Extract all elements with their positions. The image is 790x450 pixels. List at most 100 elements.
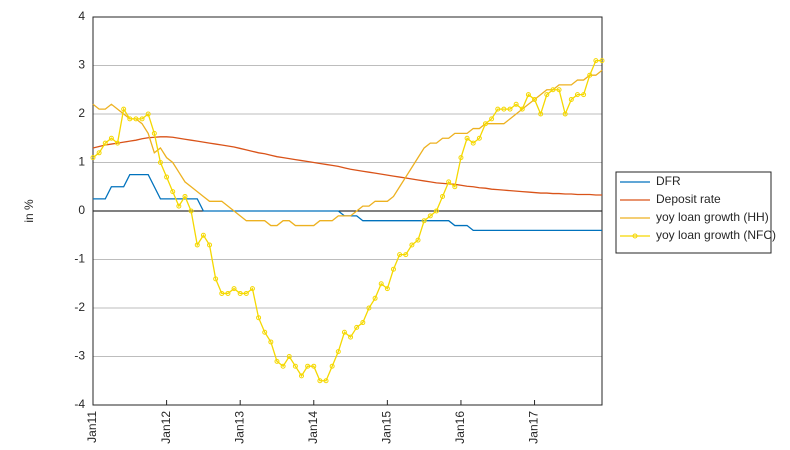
point xyxy=(372,295,378,301)
point xyxy=(433,208,439,214)
point xyxy=(311,363,317,369)
x-tick-label: Jan11 xyxy=(85,411,99,443)
y-tick-label: 3 xyxy=(78,58,85,72)
y-tick-label: 4 xyxy=(78,9,85,23)
point xyxy=(317,378,323,384)
point xyxy=(489,116,495,122)
point xyxy=(280,363,286,369)
point xyxy=(568,96,574,102)
point xyxy=(274,358,280,364)
point xyxy=(133,116,139,122)
point xyxy=(464,135,470,141)
point xyxy=(305,363,311,369)
legend-label: yoy loan growth (NFC) xyxy=(656,228,776,242)
legend-label: DFR xyxy=(656,174,681,188)
point xyxy=(268,339,274,345)
point xyxy=(286,354,292,359)
legend-box xyxy=(615,171,772,254)
point xyxy=(409,242,415,248)
point xyxy=(164,174,170,180)
point xyxy=(593,58,599,64)
point xyxy=(157,160,163,165)
x-tick-label: Jan14 xyxy=(306,411,320,444)
point xyxy=(243,290,249,296)
point xyxy=(213,276,219,282)
point xyxy=(446,179,452,185)
point xyxy=(139,116,145,122)
point xyxy=(182,193,188,199)
point xyxy=(176,203,182,209)
point xyxy=(200,232,206,238)
point xyxy=(292,363,298,369)
point xyxy=(384,286,390,292)
series-line xyxy=(92,60,602,382)
point xyxy=(415,237,421,243)
point xyxy=(562,111,568,117)
point xyxy=(219,290,225,296)
y-tick-label: -2 xyxy=(74,300,85,314)
point xyxy=(532,96,538,102)
point xyxy=(587,72,593,78)
point xyxy=(427,213,433,219)
point xyxy=(574,92,580,98)
point xyxy=(231,286,237,292)
x-tick-label: Jan16 xyxy=(453,411,467,444)
series-line xyxy=(92,69,603,227)
point xyxy=(507,106,513,112)
legend-marker xyxy=(632,233,638,239)
x-tick-label: Jan17 xyxy=(527,411,541,444)
point xyxy=(550,87,556,93)
point xyxy=(194,242,200,248)
point xyxy=(90,155,96,161)
y-tick-label: 2 xyxy=(78,106,85,120)
point xyxy=(341,329,347,335)
x-tick-label: Jan13 xyxy=(232,411,246,444)
point xyxy=(249,286,255,292)
point xyxy=(581,92,587,98)
point xyxy=(538,111,544,117)
point xyxy=(127,116,133,122)
point xyxy=(440,193,446,199)
point xyxy=(501,106,507,112)
y-axis-label: in % xyxy=(22,199,36,223)
point xyxy=(225,290,231,296)
point xyxy=(378,281,384,287)
point xyxy=(121,106,127,112)
point xyxy=(102,140,108,146)
y-tick-label: -3 xyxy=(74,349,85,363)
point xyxy=(495,106,501,112)
point xyxy=(599,58,605,64)
point xyxy=(390,266,396,272)
point xyxy=(397,252,403,258)
point xyxy=(421,218,427,224)
point xyxy=(256,315,262,321)
y-tick-label: 0 xyxy=(78,203,85,217)
point xyxy=(556,87,562,93)
legend-label: yoy loan growth (HH) xyxy=(656,210,769,224)
y-tick-label: 1 xyxy=(78,155,85,169)
point xyxy=(452,184,458,190)
series-line xyxy=(92,136,602,196)
point xyxy=(348,334,354,340)
point xyxy=(207,242,213,248)
point xyxy=(329,363,335,369)
y-tick-label: -4 xyxy=(74,397,85,411)
point xyxy=(170,189,176,195)
point xyxy=(335,349,341,355)
y-tick-label: -1 xyxy=(74,252,85,266)
point xyxy=(360,320,366,326)
point xyxy=(544,92,550,98)
point xyxy=(96,150,102,156)
point xyxy=(513,101,519,107)
point xyxy=(354,324,360,330)
x-tick-label: Jan12 xyxy=(159,411,173,444)
x-tick-label: Jan15 xyxy=(380,411,394,444)
point xyxy=(299,373,305,379)
point xyxy=(323,378,329,384)
point xyxy=(237,290,243,296)
point xyxy=(470,140,476,146)
point xyxy=(458,155,464,161)
legend-label: Deposit rate xyxy=(656,192,721,206)
point xyxy=(476,135,482,141)
